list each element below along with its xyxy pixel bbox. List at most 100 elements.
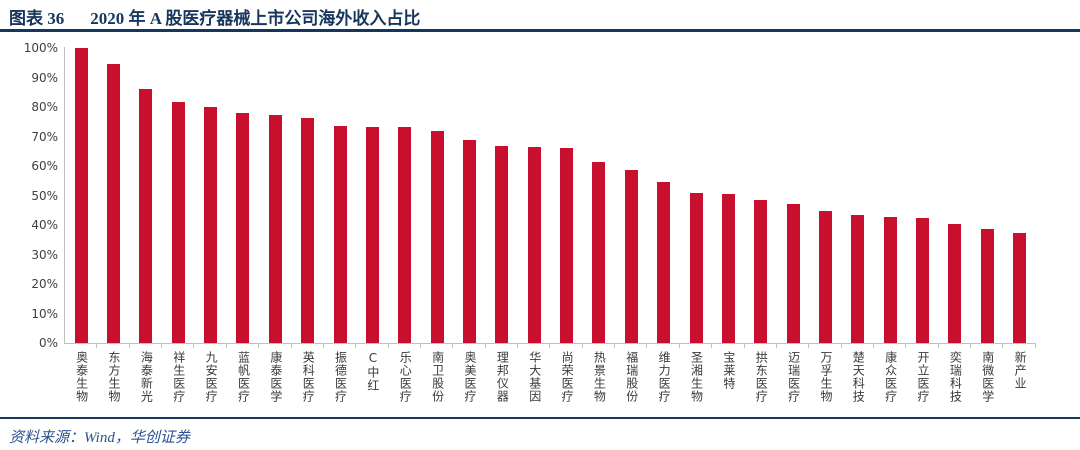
x-axis-label: C中红: [365, 351, 380, 392]
x-axis-tick: [939, 344, 972, 348]
bar: [786, 203, 800, 343]
bar: [560, 147, 574, 343]
bar: [236, 112, 250, 343]
x-axis-label: 奥美医疗: [462, 351, 477, 403]
bar-slot: [777, 48, 809, 343]
x-label-slot: 南卫股份: [421, 351, 453, 413]
bar-slot: [712, 48, 744, 343]
x-axis-label: 迈瑞医疗: [786, 351, 801, 403]
bar-slot: [809, 48, 841, 343]
bar: [204, 106, 218, 343]
x-label-slot: 英科医疗: [292, 351, 324, 413]
x-axis-label: 宝莱特: [721, 351, 736, 390]
bar-slot: [356, 48, 388, 343]
x-axis-label: 南微医学: [980, 351, 995, 403]
x-label-slot: 东方生物: [97, 351, 129, 413]
x-label-slot: 振德医疗: [324, 351, 356, 413]
bar: [1013, 232, 1027, 343]
bar-slot: [162, 48, 194, 343]
x-label-slot: 康众医疗: [874, 351, 906, 413]
x-axis-tick: [421, 344, 454, 348]
x-axis-tick: [518, 344, 551, 348]
x-axis-label: 南卫股份: [430, 351, 445, 403]
bar: [430, 130, 444, 343]
bar-slot: [453, 48, 485, 343]
bar: [301, 117, 315, 343]
x-axis-label: 九安医疗: [204, 351, 219, 403]
bar: [495, 146, 509, 343]
x-label-slot: 奥美医疗: [453, 351, 485, 413]
bar-slot: [615, 48, 647, 343]
bar-slot: [389, 48, 421, 343]
bar-slot: [292, 48, 324, 343]
x-label-slot: 拱东医疗: [745, 351, 777, 413]
x-axis-tick: [712, 344, 745, 348]
x-axis-tick: [874, 344, 907, 348]
x-label-slot: 蓝帆医疗: [227, 351, 259, 413]
bar-slot: [194, 48, 226, 343]
bar: [980, 229, 994, 343]
bar: [398, 127, 412, 343]
y-axis-label: 80%: [31, 100, 58, 114]
x-axis-tick: [809, 344, 842, 348]
x-axis-tick: [292, 344, 324, 348]
x-axis-label: 热景生物: [592, 351, 607, 403]
bar: [851, 214, 865, 343]
y-axis-label: 70%: [31, 129, 58, 144]
y-axis-label: 60%: [31, 159, 58, 173]
bar-slot: [971, 48, 1003, 343]
x-axis-tick: [162, 344, 195, 348]
x-axis-label: 祥生医疗: [171, 351, 186, 403]
x-axis-label: 楚天科技: [851, 351, 866, 403]
bar-slot: [486, 48, 518, 343]
x-axis-label: 新产业: [1013, 351, 1028, 390]
x-axis-label: 拱东医疗: [754, 351, 769, 403]
bar-slot: [680, 48, 712, 343]
x-label-slot: 祥生医疗: [162, 351, 194, 413]
x-label-slot: 康泰医学: [259, 351, 291, 413]
x-label-slot: 福瑞股份: [615, 351, 647, 413]
x-axis-tick: [777, 344, 810, 348]
x-label-slot: 乐心医疗: [389, 351, 421, 413]
x-axis-label: 乐心医疗: [398, 351, 413, 403]
x-label-slot: 奕瑞科技: [939, 351, 971, 413]
x-label-slot: 九安医疗: [194, 351, 226, 413]
bar-slot: [97, 48, 129, 343]
x-label-slot: 楚天科技: [842, 351, 874, 413]
y-axis-label: 20%: [31, 277, 58, 291]
x-axis-tick: [356, 344, 389, 348]
x-axis-label: 开立医疗: [916, 351, 931, 403]
bar-slot: [65, 48, 97, 343]
x-label-slot: 圣湘生物: [680, 351, 712, 413]
y-axis-label: 30%: [31, 247, 58, 262]
x-label-slot: 热景生物: [583, 351, 615, 413]
bar: [754, 199, 768, 343]
x-axis-ticks: [65, 344, 1036, 348]
bar: [721, 194, 735, 343]
x-axis-label: 奕瑞科技: [948, 351, 963, 403]
figure-label: 图表 36: [9, 9, 65, 28]
x-label-slot: 万孚生物: [809, 351, 841, 413]
x-axis-tick: [680, 344, 713, 348]
x-axis-tick: [906, 344, 939, 348]
bar: [916, 217, 930, 343]
bar: [268, 115, 282, 343]
x-label-slot: 开立医疗: [906, 351, 938, 413]
x-axis-tick: [647, 344, 680, 348]
x-label-slot: 尚荣医疗: [550, 351, 582, 413]
bar-slot: [939, 48, 971, 343]
bar-slot: [518, 48, 550, 343]
x-label-slot: 南微医学: [971, 351, 1003, 413]
bar: [948, 223, 962, 343]
bar: [689, 192, 703, 343]
x-axis-tick: [227, 344, 260, 348]
source-note: 资料来源：Wind，华创证券: [9, 430, 190, 446]
y-axis-label: 100%: [23, 41, 58, 55]
y-axis-line: [64, 47, 65, 343]
x-axis-tick: [745, 344, 777, 348]
bar-slot: [745, 48, 777, 343]
x-axis-tick: [550, 344, 583, 348]
x-axis-tick: [130, 344, 163, 348]
x-label-slot: 奥泰生物: [65, 351, 97, 413]
x-axis-tick: [1003, 344, 1036, 348]
